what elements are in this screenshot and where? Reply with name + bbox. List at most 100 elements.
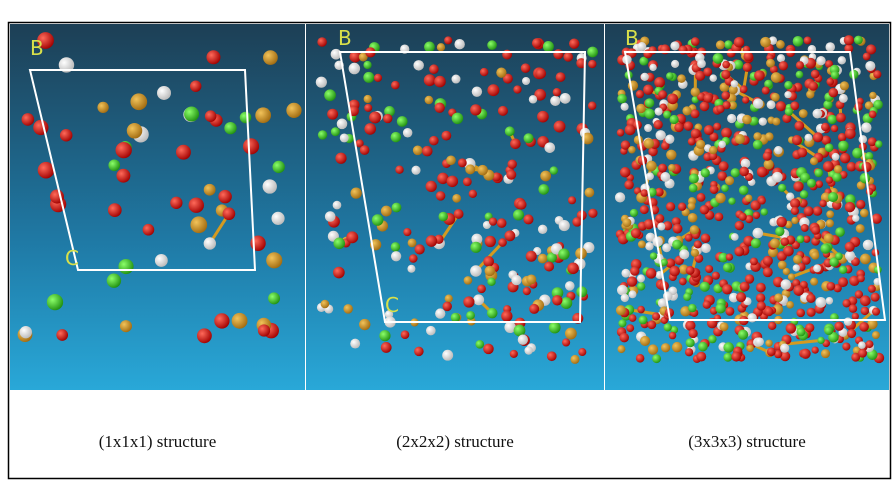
atom — [734, 246, 744, 256]
atom — [588, 102, 596, 110]
atom — [648, 344, 658, 354]
atom — [796, 71, 804, 79]
atom — [723, 353, 732, 362]
atom — [475, 340, 484, 349]
atom — [630, 266, 639, 275]
atom — [710, 185, 719, 194]
atom — [425, 96, 434, 105]
atom — [859, 322, 869, 332]
atom — [762, 87, 770, 95]
atom — [672, 240, 682, 250]
atom — [617, 129, 625, 137]
atom — [839, 94, 848, 103]
atom — [636, 90, 644, 98]
atom — [470, 104, 481, 115]
axis-label: B — [30, 36, 44, 60]
atom — [832, 153, 840, 161]
atom — [143, 224, 155, 236]
atom — [644, 138, 654, 148]
atom — [487, 308, 498, 319]
atom — [47, 294, 63, 310]
atom — [559, 220, 570, 231]
atom — [630, 209, 638, 217]
atom — [240, 112, 251, 123]
atom — [218, 190, 231, 203]
atom — [333, 238, 345, 250]
atom — [811, 251, 819, 259]
atom — [726, 253, 733, 260]
atom — [735, 134, 745, 144]
atom — [464, 276, 473, 285]
atom — [689, 329, 698, 338]
atom — [844, 35, 854, 45]
atom — [489, 217, 497, 225]
atom — [698, 342, 708, 352]
atom — [806, 294, 815, 303]
atom — [844, 317, 852, 325]
atom — [554, 121, 566, 133]
atom — [441, 131, 451, 141]
atom — [544, 142, 555, 153]
atom — [22, 113, 35, 126]
atom — [155, 254, 168, 267]
atom — [753, 140, 763, 150]
atom — [703, 67, 712, 76]
atom — [845, 251, 855, 261]
atom — [176, 145, 191, 160]
atom — [572, 217, 582, 227]
atom — [451, 75, 460, 84]
atom — [739, 167, 749, 177]
atom — [645, 98, 655, 108]
atom — [641, 189, 649, 197]
atom — [767, 347, 776, 356]
atom — [725, 176, 734, 185]
atom — [538, 254, 548, 264]
atom — [108, 203, 122, 217]
atom — [263, 50, 278, 65]
atom — [838, 141, 849, 152]
atom — [434, 102, 444, 112]
atom — [819, 200, 826, 207]
atom — [793, 255, 802, 264]
atom — [652, 312, 660, 320]
atom — [763, 267, 773, 277]
atom — [709, 74, 716, 81]
atom — [721, 184, 729, 192]
atom — [788, 273, 795, 280]
atom — [666, 202, 675, 211]
atom — [804, 134, 812, 142]
atom — [742, 115, 752, 125]
atom — [823, 161, 834, 172]
atom — [778, 184, 786, 192]
atom — [752, 228, 763, 239]
atom — [506, 170, 516, 180]
atom — [434, 76, 446, 88]
atom — [424, 74, 436, 86]
atom — [725, 307, 734, 316]
atom — [631, 228, 641, 238]
atom — [689, 184, 698, 193]
atom — [696, 352, 706, 362]
atom — [838, 277, 848, 287]
atom — [861, 162, 871, 172]
atom — [756, 293, 765, 302]
atom — [682, 106, 691, 115]
atom — [770, 238, 780, 248]
atom — [197, 328, 212, 343]
atom — [863, 240, 874, 251]
atom — [854, 36, 863, 45]
atom — [722, 284, 732, 294]
atom — [426, 181, 437, 192]
atom — [470, 265, 482, 277]
atom — [691, 87, 700, 96]
atom — [640, 336, 650, 346]
atom — [767, 100, 776, 109]
atom — [703, 300, 711, 308]
atom — [686, 338, 695, 347]
atom — [793, 36, 804, 47]
atom — [679, 278, 687, 286]
atom — [740, 86, 748, 94]
atom — [720, 322, 729, 331]
atom — [670, 41, 679, 50]
atom — [535, 68, 546, 79]
